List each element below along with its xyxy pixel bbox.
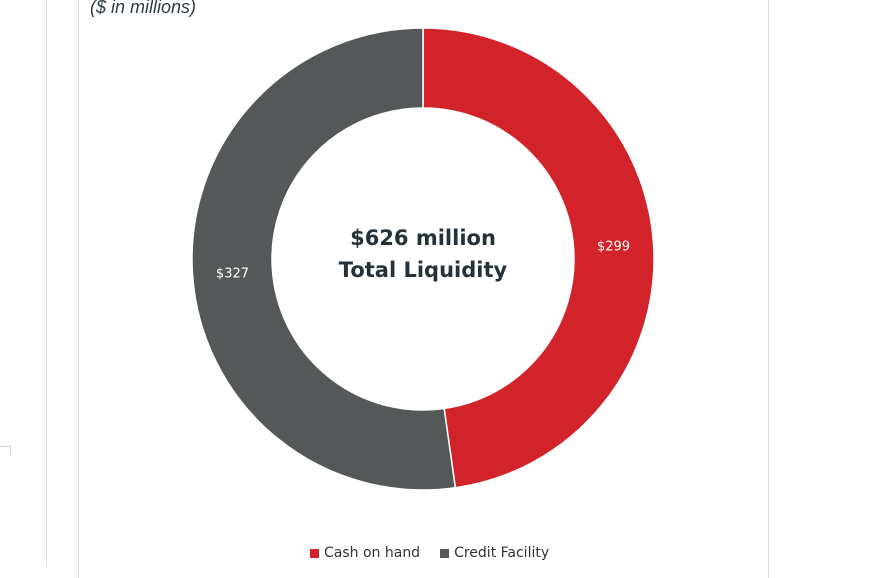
donut-data-labels: $299 $327: [216, 240, 630, 282]
legend-item-cash-on-hand: Cash on hand: [310, 545, 420, 561]
data-label-cash-on-hand: $299: [597, 240, 630, 255]
panel-corner-mark: [0, 446, 11, 455]
slice-credit-facility: [191, 27, 457, 491]
legend-label-credit-facility: Credit Facility: [454, 545, 550, 561]
chart-legend: Cash on hand Credit Facility: [310, 545, 569, 561]
total-liquidity-label: Total Liquidity: [338, 258, 508, 282]
left-side-panel: [0, 0, 47, 566]
legend-item-credit-facility: Credit Facility: [440, 545, 549, 561]
donut-slices: [191, 27, 655, 491]
legend-label-cash-on-hand: Cash on hand: [324, 545, 421, 561]
legend-swatch-credit-facility: [440, 548, 450, 558]
slice-cash-on-hand: [422, 27, 655, 489]
donut-chart: $299 $327: [191, 27, 655, 491]
data-label-credit-facility: $327: [216, 266, 249, 281]
legend-swatch-cash-on-hand: [310, 548, 319, 558]
chart-subtitle: ($ in millions): [90, 0, 197, 17]
total-liquidity-amount: $626 million: [350, 226, 496, 250]
